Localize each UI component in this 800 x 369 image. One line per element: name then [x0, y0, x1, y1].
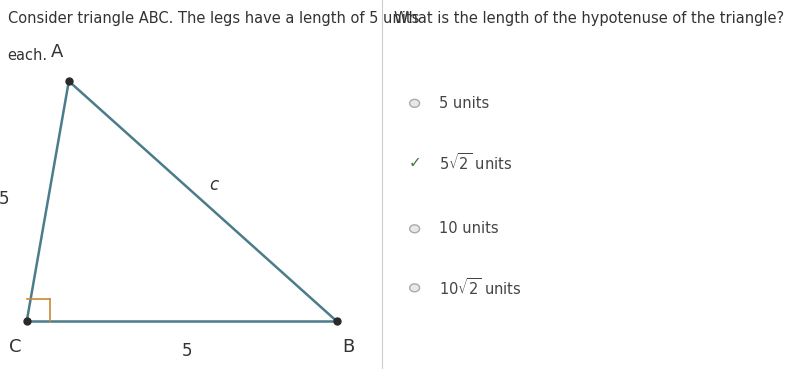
- Polygon shape: [410, 99, 419, 107]
- Text: Consider triangle ABC. The legs have a length of 5 units: Consider triangle ABC. The legs have a l…: [8, 11, 419, 26]
- Text: c: c: [210, 176, 218, 193]
- Text: A: A: [51, 43, 63, 61]
- Text: 5: 5: [182, 342, 193, 359]
- Polygon shape: [410, 284, 419, 292]
- Text: 5: 5: [0, 190, 9, 208]
- Text: $10\sqrt{2}$ units: $10\sqrt{2}$ units: [439, 277, 522, 298]
- Text: What is the length of the hypotenuse of the triangle?: What is the length of the hypotenuse of …: [394, 11, 784, 26]
- Text: B: B: [342, 338, 354, 356]
- Text: 5 units: 5 units: [439, 96, 490, 111]
- Polygon shape: [410, 225, 419, 233]
- Text: $5\sqrt{2}$ units: $5\sqrt{2}$ units: [439, 152, 513, 173]
- Text: ✓: ✓: [408, 155, 421, 170]
- Text: 10 units: 10 units: [439, 221, 499, 236]
- Text: each.: each.: [8, 48, 48, 63]
- Text: C: C: [9, 338, 22, 356]
